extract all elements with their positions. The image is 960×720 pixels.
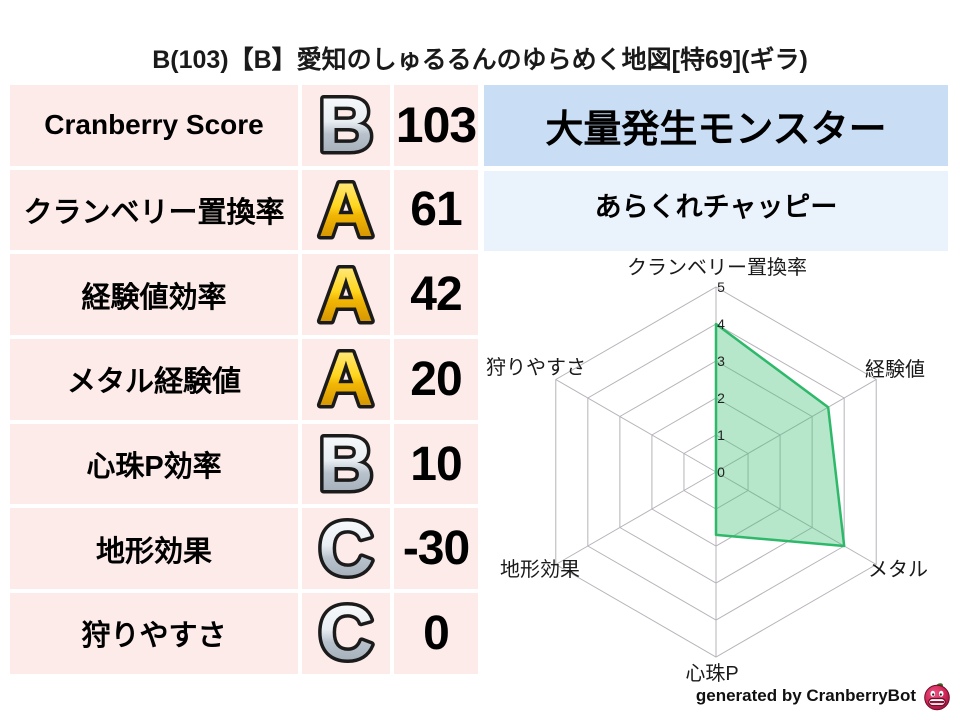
- stat-label: Cranberry Score: [44, 109, 264, 141]
- grade-letter: B: [319, 85, 374, 166]
- radar-axis-line: [555, 471, 717, 565]
- radar-axis-label: 地形効果: [500, 558, 580, 581]
- footer-credit: generated by CranberryBot: [696, 679, 952, 713]
- grade-letter: A: [319, 339, 374, 420]
- grade-icon: A: [302, 254, 390, 335]
- stat-label: 経験値効率: [81, 281, 227, 314]
- stat-value: 0: [423, 606, 450, 660]
- cranberrybot-logo-icon: [924, 683, 950, 711]
- radar-data-polygon: [714, 322, 846, 548]
- monster-panel-header: 大量発生モンスター: [484, 85, 948, 166]
- stat-label: 狩りやすさ: [81, 620, 227, 653]
- radar-axis-line: [715, 379, 877, 473]
- stat-label: 地形効果: [95, 535, 212, 568]
- stat-value: 10: [410, 437, 462, 491]
- grade-letter: A: [319, 170, 374, 251]
- radar-axis-label: クランベリー置換率: [627, 256, 807, 279]
- radar-axis-label: 心珠P: [685, 662, 738, 685]
- stat-value: 42: [410, 268, 462, 322]
- radar-tick-label: 5: [717, 279, 725, 295]
- radar-tick-label: 4: [717, 316, 725, 332]
- stat-label: 心珠P効率: [86, 451, 222, 483]
- radar-axis-label: 経験値: [865, 358, 925, 381]
- grade-icon: B: [302, 85, 390, 166]
- radar-tick-label: 1: [717, 427, 725, 443]
- stats-table: Cranberry Score B 103 クランベリー置換率 A 61 経験値効率 A 42 メ…: [10, 85, 478, 674]
- grade-icon: B: [302, 423, 390, 505]
- stat-value: 103: [395, 97, 477, 154]
- grade-letter: B: [319, 424, 374, 505]
- stat-value: 61: [410, 183, 462, 237]
- radar-tick-label: 0: [717, 464, 725, 480]
- radar-tick-label: 3: [717, 353, 725, 369]
- credit-text: generated by CranberryBot: [695, 686, 916, 705]
- grade-icon: A: [302, 339, 390, 420]
- radar-chart: 0 1 2 3 4 5 クランベリー置換率経験値メタル心珠P 地形効果 狩りやすさ: [480, 250, 960, 720]
- radar-axis-label: メタル: [868, 558, 928, 581]
- radar-axis-line: [555, 379, 717, 473]
- grade-letter: C: [319, 593, 374, 674]
- stat-value: -30: [402, 522, 470, 576]
- grade-icon: A: [302, 169, 390, 251]
- grade-icon: C: [302, 593, 390, 674]
- radar-axis-label: 狩りやすさ: [486, 356, 586, 379]
- grade-letter: C: [319, 508, 374, 589]
- stat-label: メタル経験値: [66, 366, 241, 399]
- grade-icon: C: [302, 508, 390, 589]
- stat-value: 20: [410, 352, 462, 406]
- radar-axis-line: [715, 471, 877, 565]
- radar-tick-label: 2: [717, 390, 725, 406]
- map-title: B(103)【B】愛知のしゅるるんのゆらめく地図[特69](ギラ): [152, 46, 808, 74]
- monster-name: あらくれチャッピー: [484, 171, 948, 251]
- stat-label: クランベリー置換率: [23, 196, 285, 229]
- grade-letter: A: [319, 254, 374, 335]
